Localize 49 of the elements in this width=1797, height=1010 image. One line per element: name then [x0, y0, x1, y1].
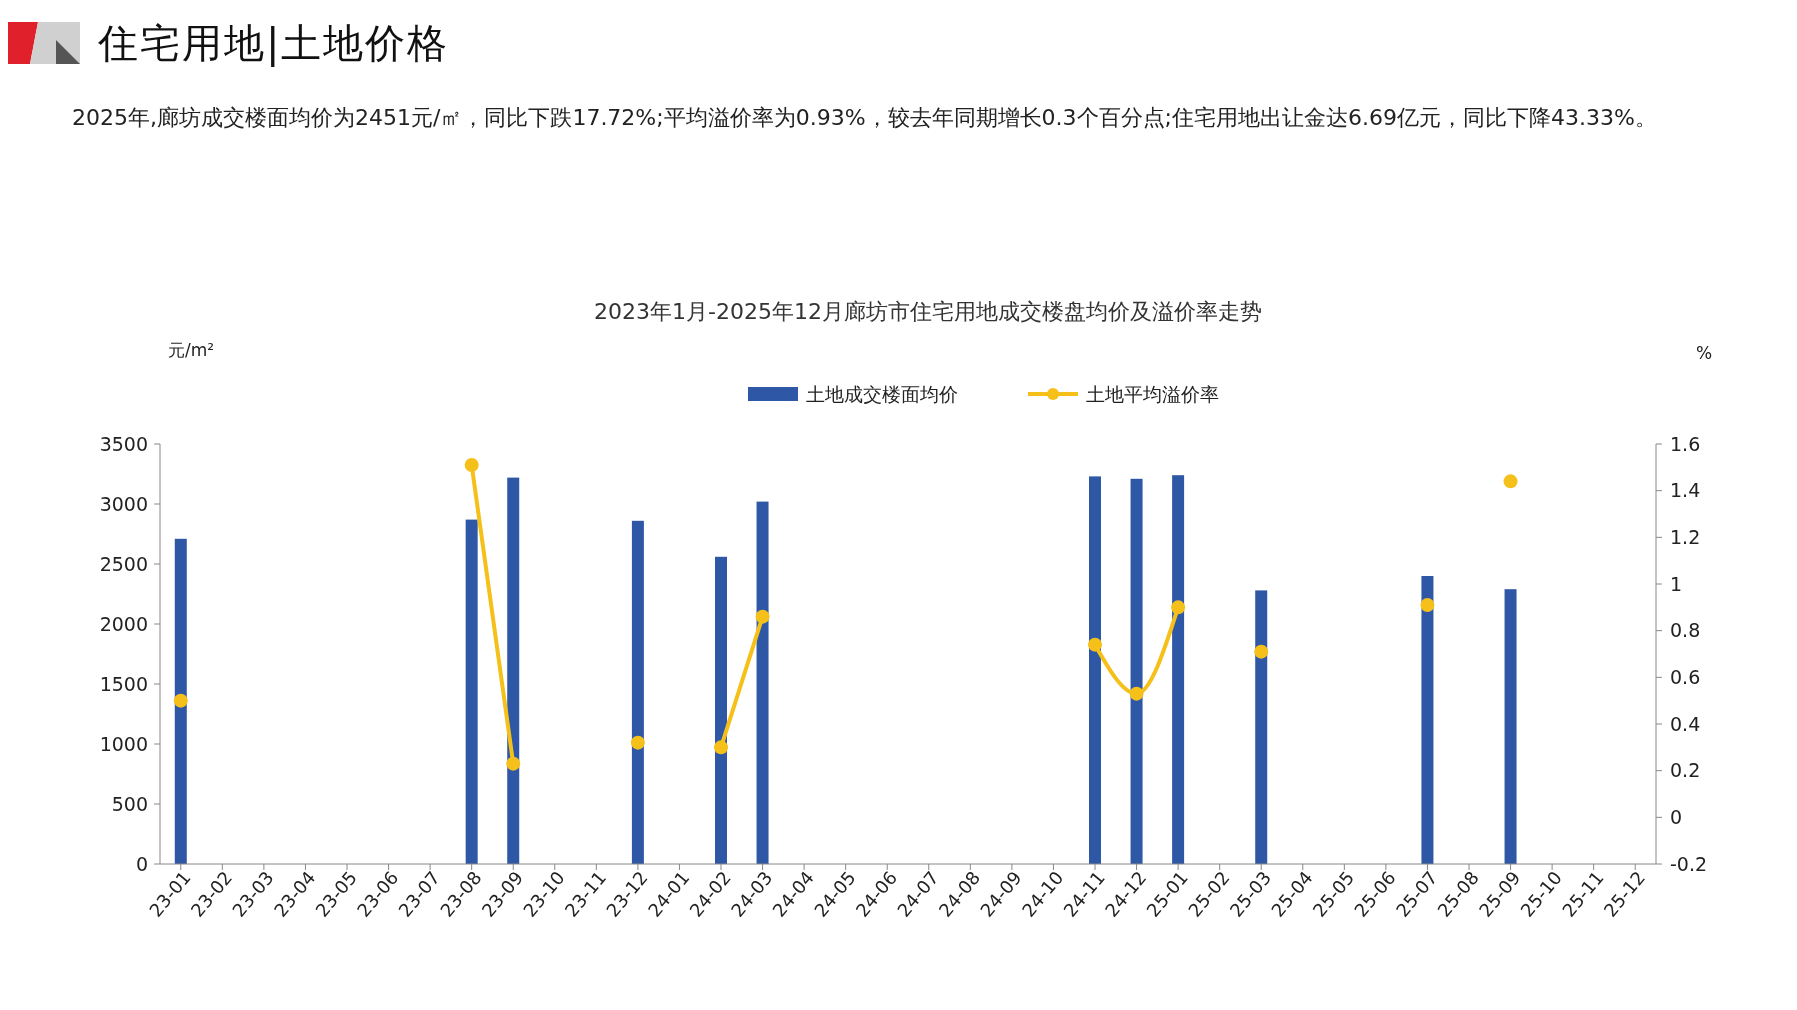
bar [465, 519, 478, 864]
y-tick-label: 1000 [99, 732, 148, 755]
point [1254, 644, 1269, 659]
point [506, 756, 521, 771]
legend-label: 土地平均溢价率 [1086, 382, 1219, 405]
chart-title: 住宅用地|土地价格 [98, 18, 450, 69]
bar [715, 556, 727, 864]
point [1503, 474, 1518, 489]
y-tick-label: 2000 [99, 612, 148, 635]
text: 2025年,廊坊成交楼面均价为2451元/㎡，同比下跌17.72%;平均溢价率为0.93%，较去年同期增长0.3个百分点;住宅用地出让金达6.69亿元，同比下降43.33%。 [72, 104, 1658, 132]
y2-tick-label: 1.4 [1670, 479, 1701, 502]
bar [1172, 475, 1185, 864]
y-tick-label: 0 [135, 852, 148, 875]
point [464, 458, 479, 472]
y-tick-label: 3500 [99, 432, 148, 455]
y-tick-label: 1500 [99, 672, 148, 695]
y2-tick-label: 0 [1670, 805, 1683, 828]
y2-axis-title: % [1696, 343, 1713, 363]
bar [1421, 576, 1434, 864]
y2-tick-label: 1 [1670, 572, 1683, 595]
y2-tick-label: 1.2 [1670, 525, 1701, 548]
bar [1504, 589, 1517, 864]
y2-tick-label: -0.2 [1670, 852, 1708, 875]
bar [1130, 478, 1143, 864]
y2-tick-label: 0.6 [1670, 665, 1701, 688]
point [1420, 598, 1435, 612]
legend-label: 土地成交楼面均价 [806, 382, 958, 405]
point [1171, 600, 1186, 615]
point [1129, 686, 1144, 701]
bar [507, 477, 520, 864]
point [173, 693, 188, 708]
y2-tick-label: 0.2 [1670, 759, 1701, 782]
y2-tick-label: 1.6 [1670, 432, 1701, 455]
bar [756, 501, 769, 864]
point [630, 735, 645, 750]
y-axis-title: 元/m² [168, 340, 215, 360]
chart-subtitle: 2023年1月-2025年12月廊坊市住宅用地成交楼盘均价及溢价率走势 [594, 299, 1262, 324]
y-tick-label: 3000 [99, 492, 148, 515]
bar [631, 520, 644, 864]
bar [174, 538, 187, 864]
y2-tick-label: 0.8 [1670, 619, 1701, 642]
y-tick-label: 500 [111, 792, 148, 815]
y2-tick-label: 0.4 [1670, 712, 1701, 735]
point [1088, 637, 1102, 652]
y-tick-label: 2500 [99, 552, 148, 575]
bar [1255, 590, 1268, 864]
point [755, 609, 770, 624]
point [714, 740, 728, 755]
bar [1089, 476, 1101, 864]
